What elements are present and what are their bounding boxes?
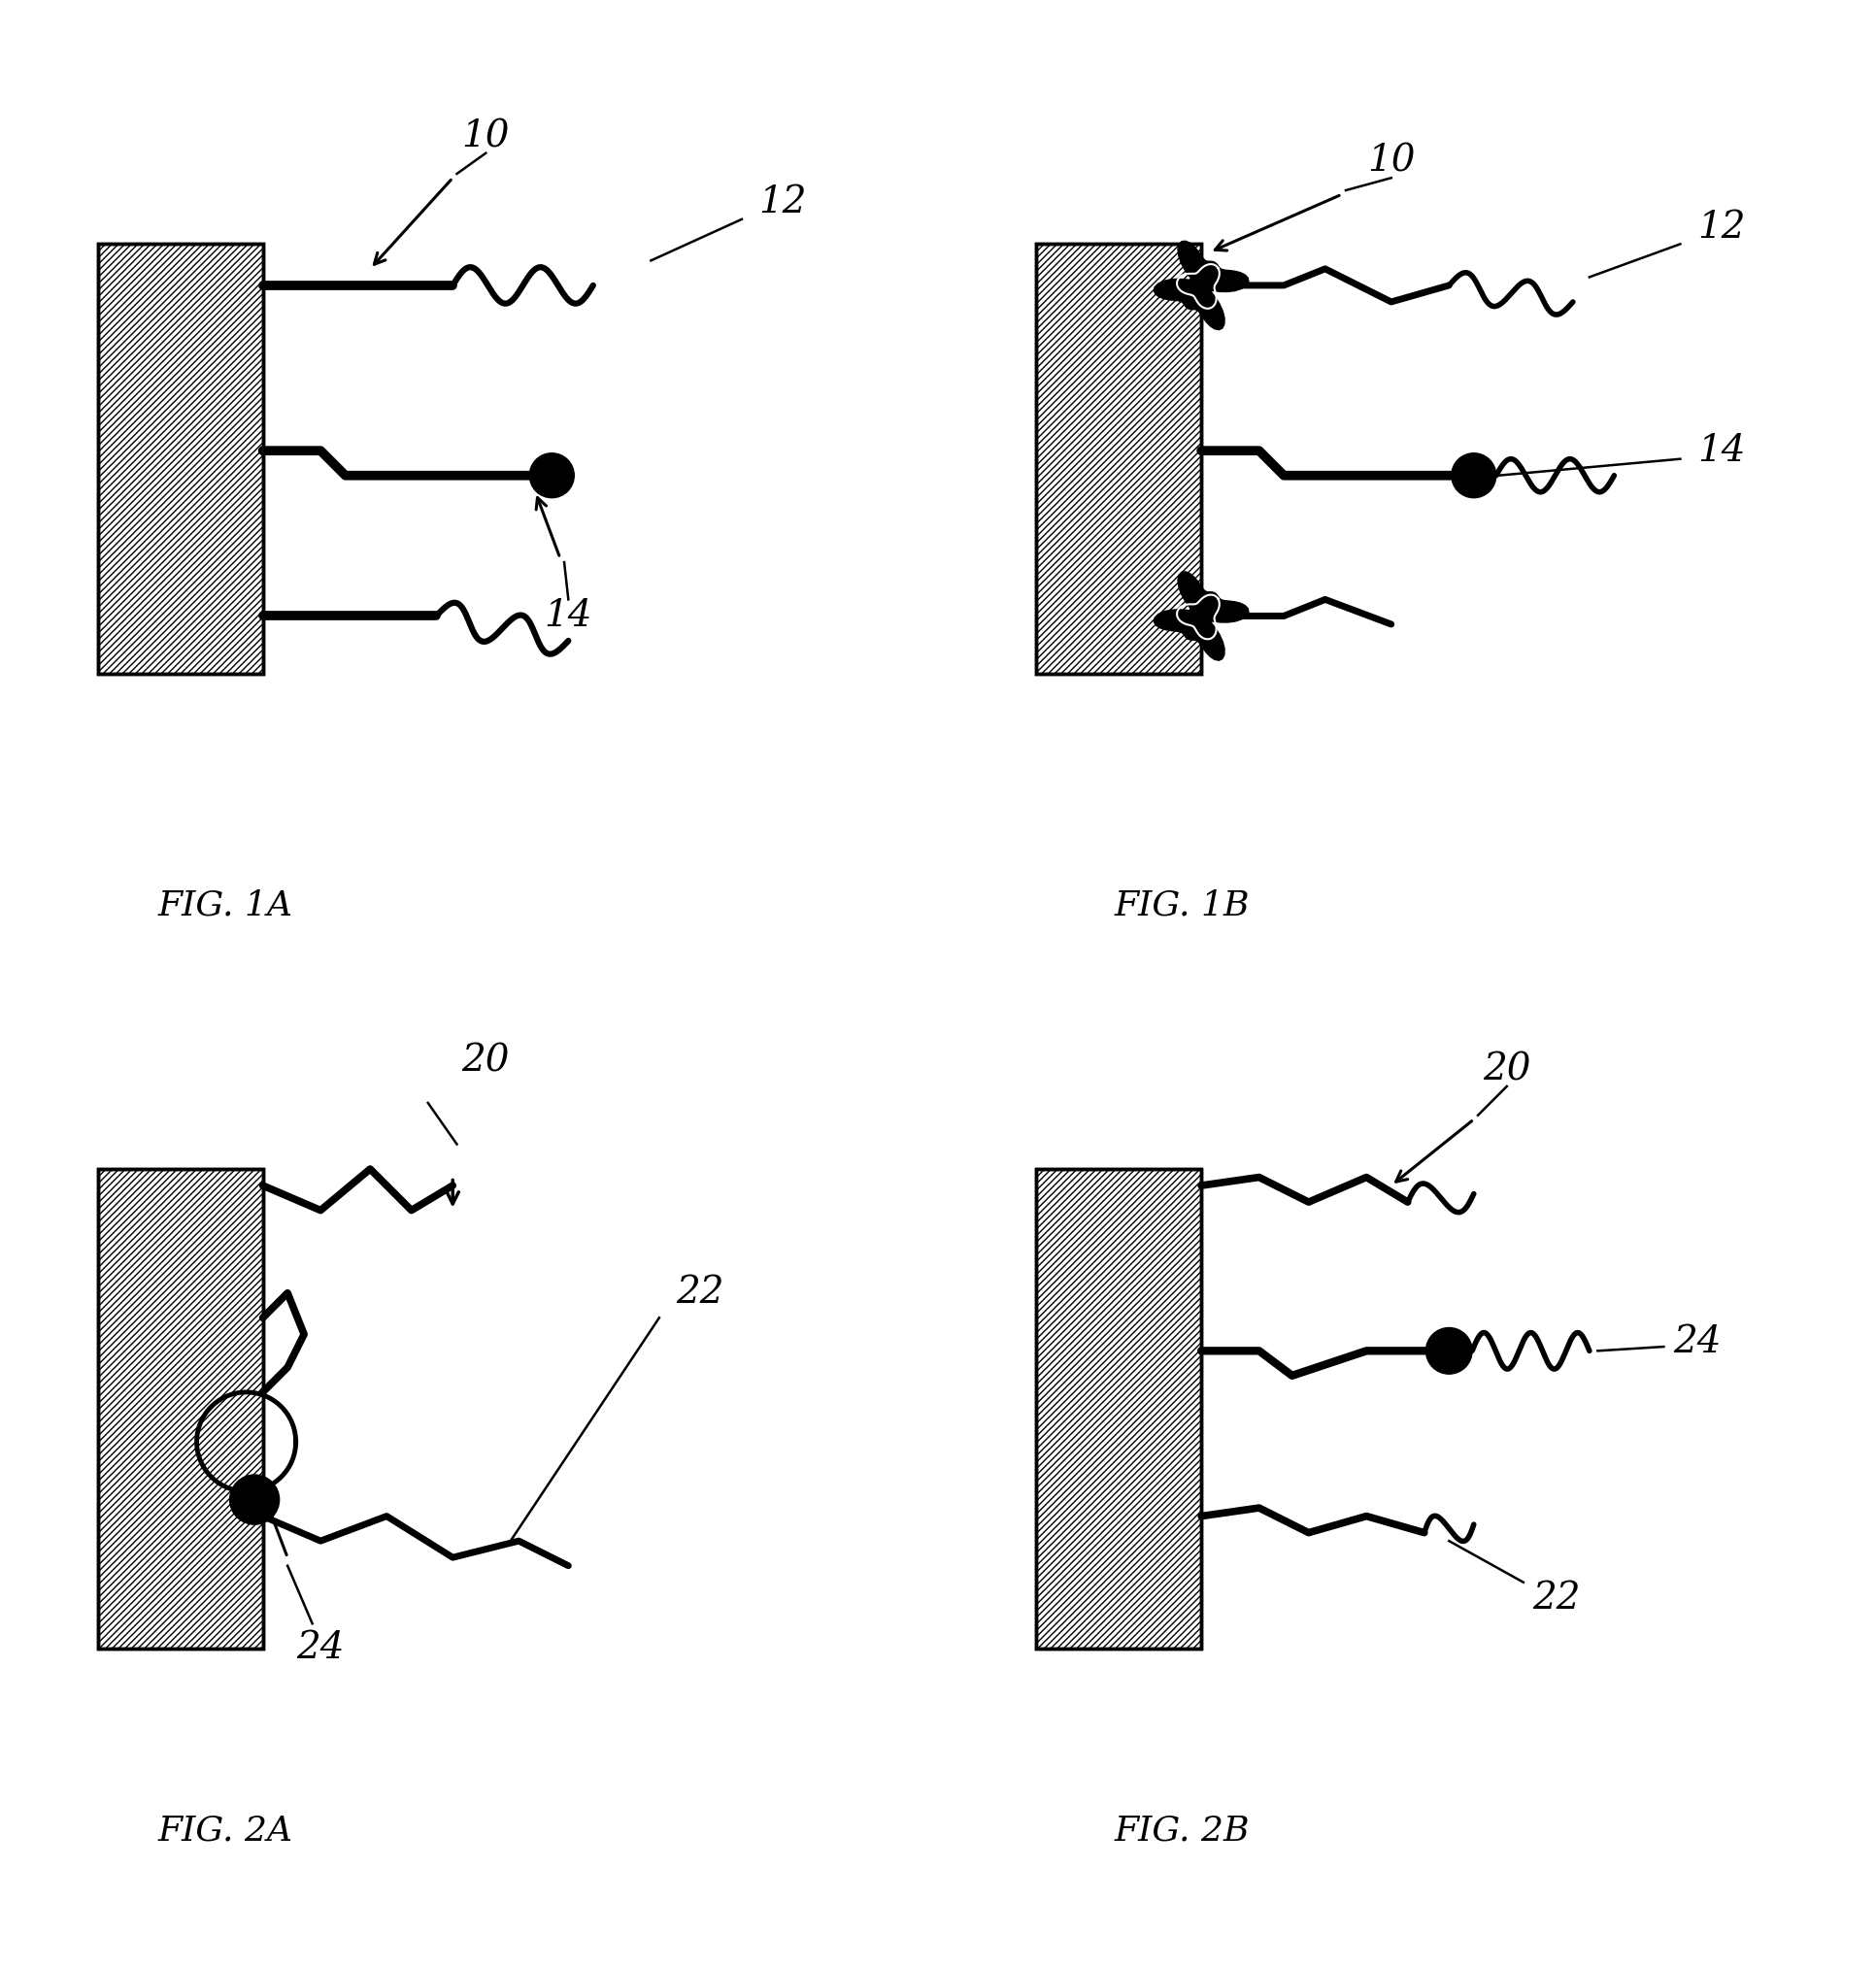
Text: 24: 24 (1672, 1324, 1720, 1360)
Text: 12: 12 (1696, 209, 1745, 246)
Bar (98, 244, 263, 673)
Text: 10: 10 (1366, 144, 1415, 179)
Circle shape (1450, 453, 1495, 498)
Text: 12: 12 (758, 185, 807, 220)
Bar (1036, 1169, 1201, 1649)
Text: 22: 22 (675, 1275, 724, 1311)
Bar (1036, 244, 1201, 673)
Bar (1036, 1169, 1201, 1649)
Circle shape (229, 1474, 280, 1525)
Text: FIG. 1A: FIG. 1A (158, 890, 293, 921)
Circle shape (1426, 1328, 1471, 1374)
Text: 20: 20 (461, 1043, 510, 1080)
Text: 24: 24 (296, 1630, 345, 1667)
Text: FIG. 2B: FIG. 2B (1114, 1814, 1249, 1846)
Text: 22: 22 (1531, 1580, 1580, 1618)
Text: 14: 14 (1696, 433, 1745, 468)
Bar (98, 244, 263, 673)
Text: 14: 14 (544, 598, 593, 634)
Text: FIG. 1B: FIG. 1B (1114, 890, 1249, 921)
Text: 20: 20 (1482, 1051, 1531, 1088)
Bar (1036, 244, 1201, 673)
Text: FIG. 2A: FIG. 2A (158, 1814, 293, 1846)
Polygon shape (1154, 571, 1248, 661)
Bar (98, 1169, 263, 1649)
Polygon shape (1154, 240, 1248, 331)
Text: 10: 10 (461, 118, 510, 155)
Bar (98, 1169, 263, 1649)
Circle shape (529, 453, 574, 498)
